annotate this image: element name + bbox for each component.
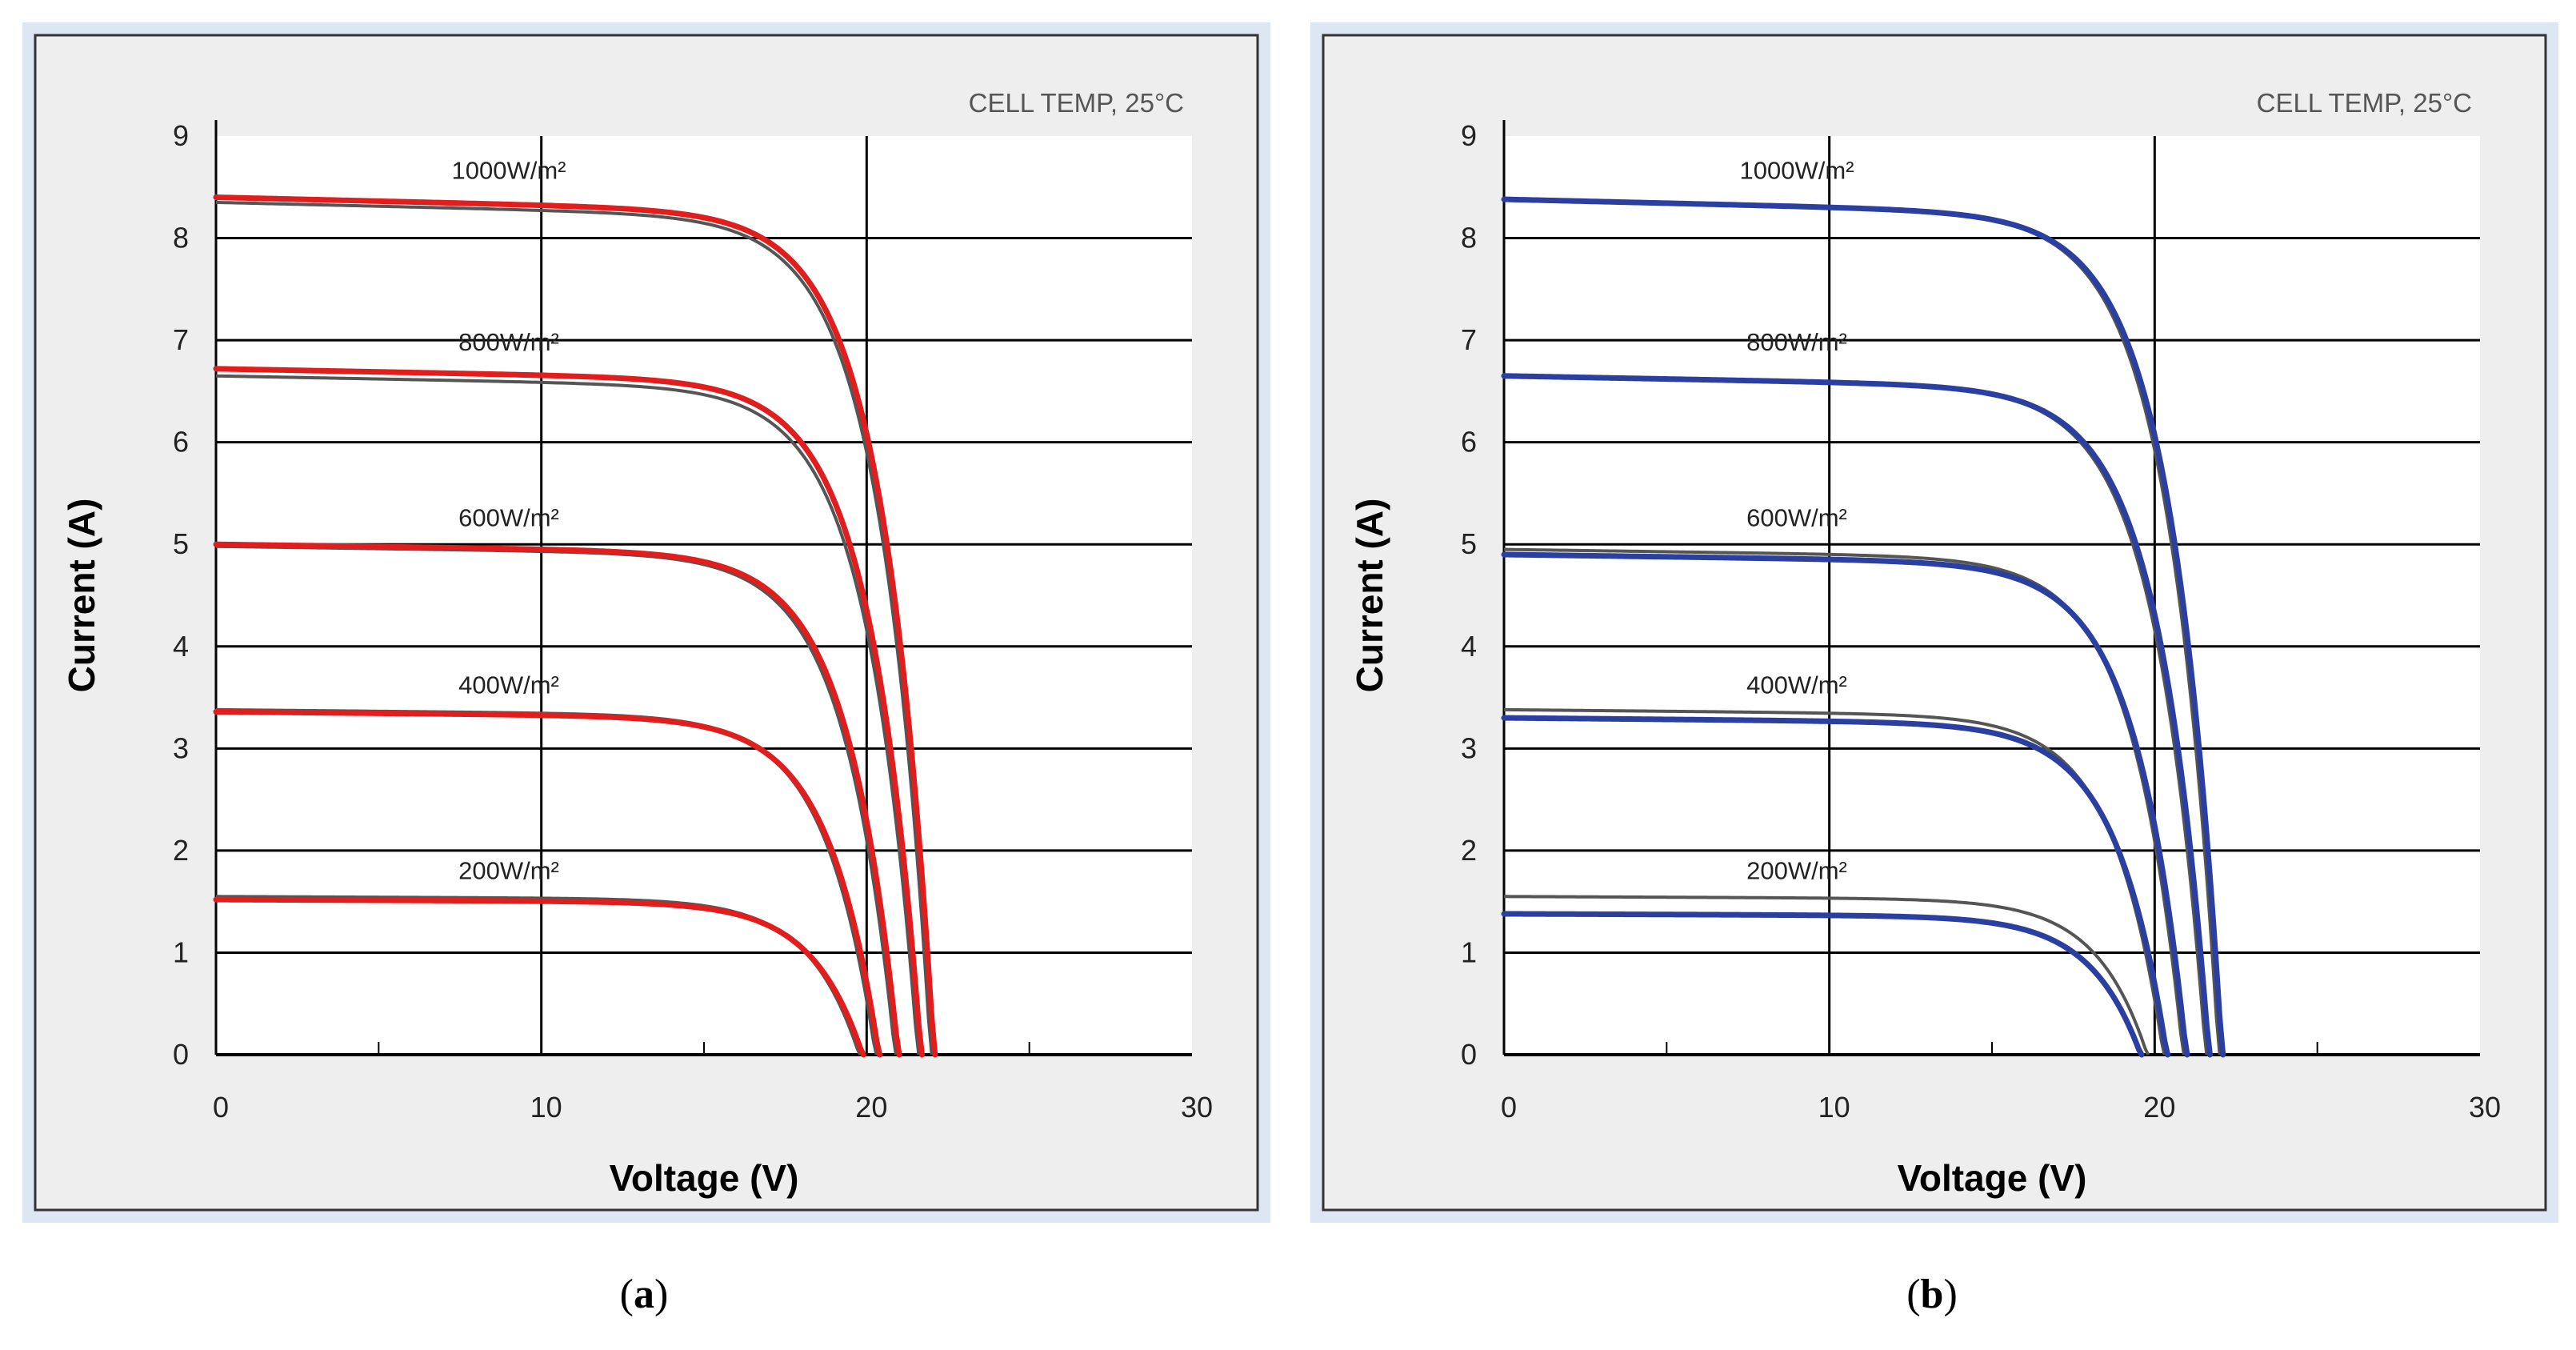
curve-label: 400W/m² bbox=[458, 671, 559, 699]
panel-caption-letter-a: a bbox=[634, 1272, 654, 1317]
curve-label: 800W/m² bbox=[458, 328, 559, 356]
y-tick-label: 0 bbox=[1461, 1038, 1477, 1071]
y-tick-label: 3 bbox=[1461, 731, 1477, 764]
x-tick-label: 10 bbox=[530, 1091, 562, 1124]
simulated-curve-4 bbox=[1501, 911, 2145, 1058]
y-tick-label: 4 bbox=[173, 630, 189, 663]
chart-title: CELL TEMP, 25°C bbox=[969, 88, 1184, 118]
simulated-curve-4 bbox=[213, 896, 866, 1058]
y-tick-label: 1 bbox=[173, 935, 189, 968]
y-tick-label: 9 bbox=[1461, 119, 1477, 152]
reference-curve-3 bbox=[1503, 707, 2166, 1056]
curve-label: 400W/m² bbox=[1746, 671, 1847, 699]
simulated-curve-0 bbox=[1501, 196, 2226, 1058]
y-tick-label: 8 bbox=[173, 222, 189, 254]
panel-caption-letter-b: b bbox=[1920, 1272, 1944, 1317]
curve-label: 800W/m² bbox=[1746, 328, 1847, 356]
iv-chart-b: 0 1 2 3 4 5 6 7 8 9 0 10 20 30 CELL TEMP, 25°C Voltage … bbox=[1310, 22, 2558, 1223]
y-tick-label: 2 bbox=[173, 834, 189, 867]
y-tick-label: 7 bbox=[1461, 323, 1477, 356]
chart-panel-a: 0 1 2 3 4 5 6 7 8 9 0 10 20 30 CELL TEMP, 25°C Voltage … bbox=[22, 22, 1270, 1317]
x-axis-label: Voltage (V) bbox=[610, 1157, 799, 1199]
chart-panel-b: 0 1 2 3 4 5 6 7 8 9 0 10 20 30 CELL TEMP, 25°C Voltage … bbox=[1288, 0, 2576, 1350]
curve-label: 600W/m² bbox=[1746, 503, 1847, 531]
curve-label: 1000W/m² bbox=[1740, 157, 1854, 185]
simulated-curve-0 bbox=[213, 194, 938, 1058]
simulated-curve-1 bbox=[213, 366, 925, 1058]
y-tick-label: 1 bbox=[1461, 935, 1477, 968]
panel-caption-a: (a) bbox=[619, 1272, 669, 1317]
y-tick-label: 3 bbox=[173, 731, 189, 764]
plot-area bbox=[216, 136, 1192, 1055]
y-tick-label: 4 bbox=[1461, 630, 1477, 663]
x-axis-label: Voltage (V) bbox=[1898, 1157, 2087, 1199]
y-tick-label: 8 bbox=[1461, 222, 1477, 254]
simulated-curve-1 bbox=[1501, 373, 2213, 1058]
panel-caption-b: (b) bbox=[1906, 1272, 1958, 1317]
x-tick-label: 0 bbox=[1501, 1091, 1517, 1124]
simulated-curve-3 bbox=[213, 708, 883, 1058]
y-axis-label: Current (A) bbox=[61, 499, 102, 693]
curve-label: 200W/m² bbox=[458, 857, 559, 885]
y-tick-label: 9 bbox=[173, 119, 189, 152]
x-tick-label: 30 bbox=[1181, 1091, 1213, 1124]
y-axis-label: Current (A) bbox=[1349, 499, 1390, 693]
x-tick-label: 0 bbox=[213, 1091, 229, 1124]
y-tick-label: 7 bbox=[173, 323, 189, 356]
y-tick-label: 6 bbox=[1461, 426, 1477, 459]
x-tick-label: 10 bbox=[1818, 1091, 1850, 1124]
simulated-curve-2 bbox=[213, 541, 902, 1058]
y-tick-label: 5 bbox=[173, 527, 189, 560]
y-tick-label: 5 bbox=[1461, 527, 1477, 560]
iv-chart-a: 0 1 2 3 4 5 6 7 8 9 0 10 20 30 CELL TEMP, 25°C Voltage … bbox=[22, 22, 1270, 1223]
curve-label: 1000W/m² bbox=[452, 157, 566, 185]
simulated-curve-3 bbox=[1501, 715, 2171, 1058]
y-tick-label: 2 bbox=[1461, 834, 1477, 867]
reference-curve-4 bbox=[1503, 895, 2150, 1056]
reference-curve-1 bbox=[215, 374, 921, 1056]
x-tick-label: 20 bbox=[2143, 1091, 2175, 1124]
y-tick-label: 6 bbox=[173, 426, 189, 459]
curve-label: 600W/m² bbox=[458, 503, 559, 531]
x-tick-label: 20 bbox=[855, 1091, 887, 1124]
chart-title: CELL TEMP, 25°C bbox=[2257, 88, 2472, 118]
curve-label: 200W/m² bbox=[1746, 857, 1847, 885]
simulated-curve-2 bbox=[1501, 551, 2190, 1058]
plot-area bbox=[1504, 136, 2480, 1055]
reference-curve-0 bbox=[215, 200, 934, 1056]
y-tick-label: 0 bbox=[173, 1038, 189, 1071]
x-tick-label: 30 bbox=[2469, 1091, 2501, 1124]
